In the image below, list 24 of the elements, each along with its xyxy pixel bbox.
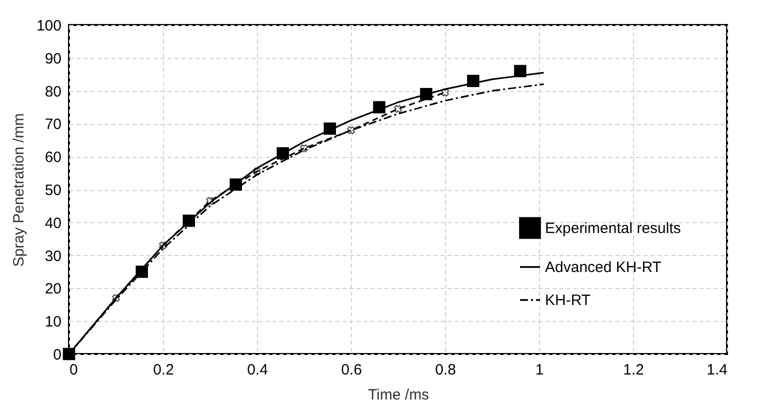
x-tick-label: 0.2 <box>153 362 174 378</box>
y-tick-label: 10 <box>44 314 62 331</box>
x-tick-label: 1.2 <box>623 362 644 378</box>
y-tick-label: 100 <box>36 18 62 34</box>
x-tick-label: 1 <box>535 362 544 378</box>
legend-label: Experimental results <box>545 220 681 237</box>
x-tick-label: 0 <box>70 362 78 378</box>
y-tick-label: 30 <box>44 248 62 265</box>
y-axis-title: Spray Penetration /mm <box>10 113 28 267</box>
y-tick-label: 60 <box>44 149 62 166</box>
x-axis-title: Time /ms <box>368 386 430 404</box>
y-tick-label: 40 <box>44 214 62 232</box>
y-tick-label: 20 <box>44 280 62 298</box>
y-tick-label: 90 <box>44 50 62 68</box>
legend-label: KH-RT <box>545 292 591 309</box>
x-tick-label: 0.8 <box>435 362 456 378</box>
y-tick-label: 70 <box>44 116 62 134</box>
y-tick-label: 0 <box>53 346 62 364</box>
legend-label: Advanced KH-RT <box>545 259 662 276</box>
y-tick-label: 80 <box>44 83 62 100</box>
x-tick-label: 0.6 <box>341 362 362 378</box>
x-tick-label: 0.4 <box>247 362 268 378</box>
y-tick-label: 50 <box>44 182 62 199</box>
x-tick-label: 1.4 <box>706 362 728 378</box>
